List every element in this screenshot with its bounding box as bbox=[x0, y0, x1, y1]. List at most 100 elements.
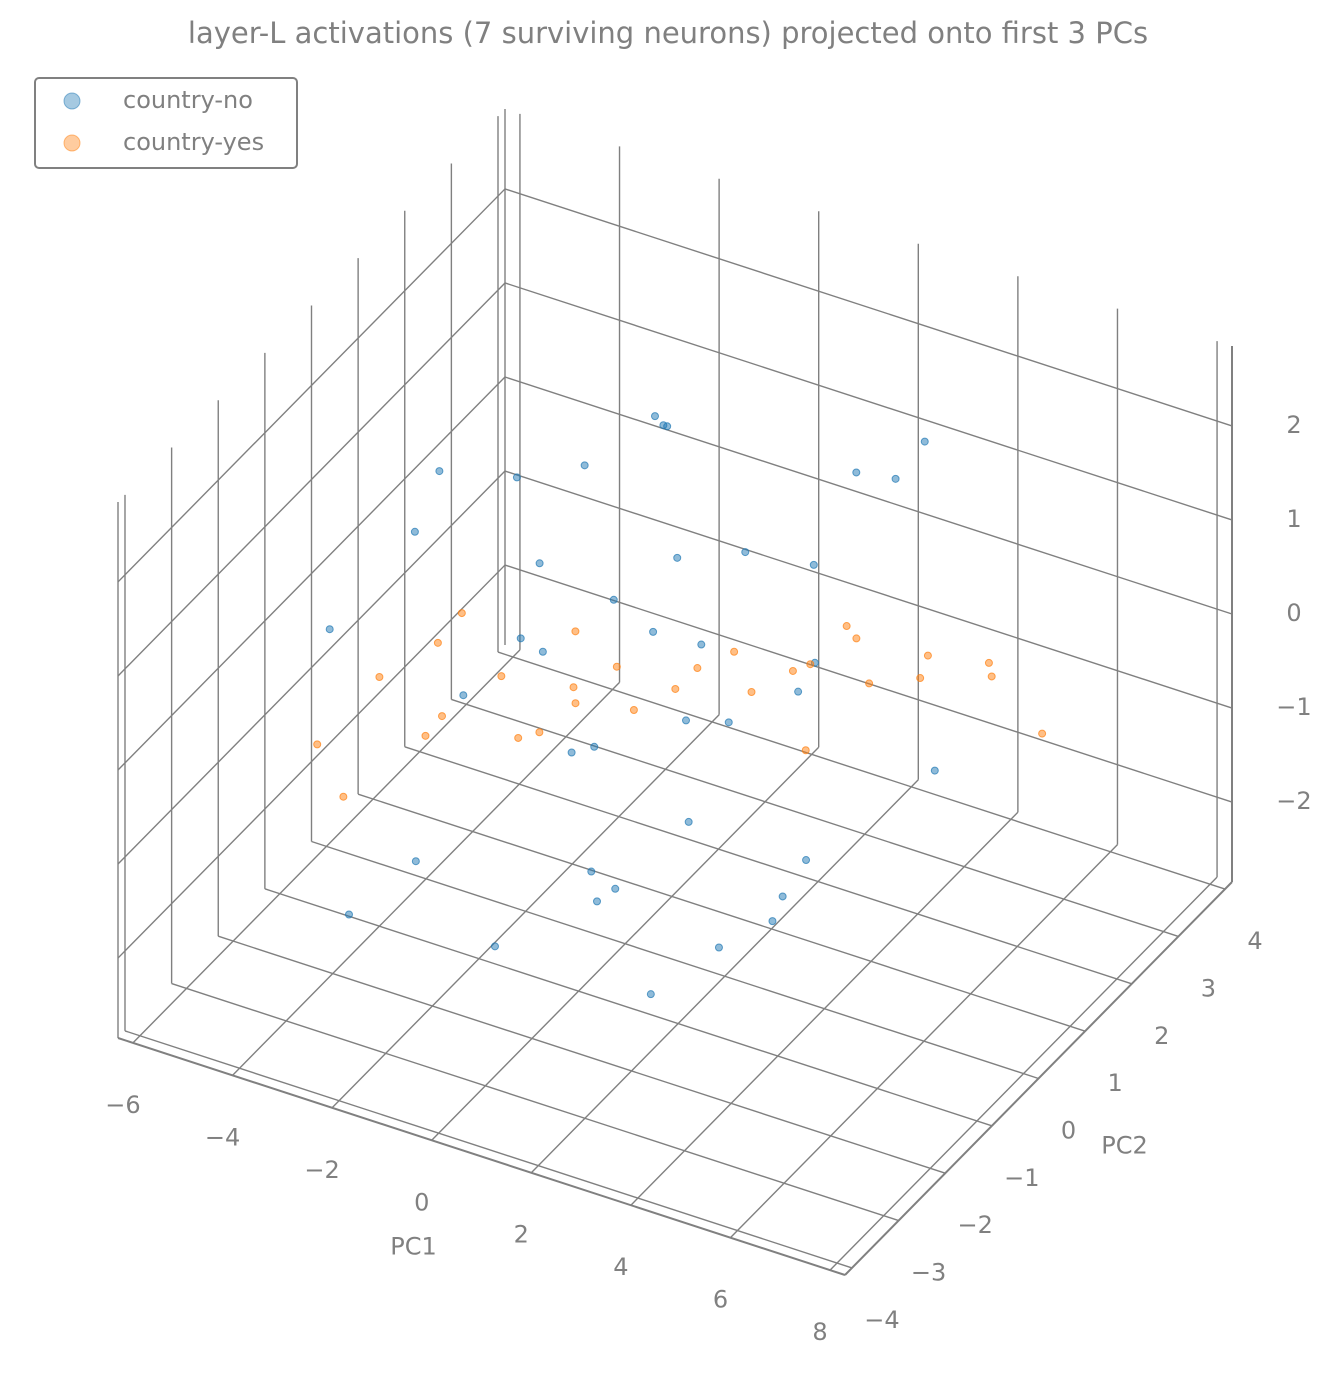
point bbox=[344, 910, 353, 919]
point bbox=[768, 917, 777, 926]
wall-grid-z bbox=[117, 376, 506, 771]
x-tick-label: 6 bbox=[713, 1286, 728, 1314]
wall-grid-z bbox=[504, 470, 1233, 709]
point bbox=[514, 733, 523, 742]
point bbox=[663, 422, 672, 431]
point bbox=[629, 706, 638, 715]
legend-label: country-no bbox=[123, 86, 253, 114]
legend-label: country-yes bbox=[123, 128, 264, 156]
point bbox=[673, 553, 682, 562]
x-tick-label: 2 bbox=[514, 1221, 529, 1249]
point bbox=[375, 672, 384, 681]
x-tick-label: 4 bbox=[613, 1253, 628, 1281]
point bbox=[516, 634, 525, 643]
wall-grid-z bbox=[504, 282, 1233, 521]
point bbox=[671, 684, 680, 693]
point bbox=[649, 627, 658, 636]
point bbox=[987, 672, 996, 681]
point bbox=[411, 857, 420, 866]
point bbox=[421, 731, 430, 740]
point bbox=[806, 660, 815, 669]
y-tick-label: −1 bbox=[1004, 1164, 1039, 1192]
legend-marker bbox=[63, 92, 81, 110]
point bbox=[697, 640, 706, 649]
wall-grid-z bbox=[117, 188, 506, 583]
chart-title: layer-L activations (7 surviving neurons… bbox=[188, 16, 1148, 50]
point bbox=[593, 897, 602, 906]
point bbox=[741, 548, 750, 557]
point bbox=[325, 625, 334, 634]
point bbox=[571, 699, 580, 708]
floor-grid-y bbox=[264, 888, 993, 1127]
floor-grid-y bbox=[497, 651, 1226, 890]
point bbox=[788, 666, 797, 675]
x-axis-label: PC1 bbox=[390, 1233, 437, 1261]
point bbox=[497, 672, 506, 681]
point bbox=[587, 867, 596, 876]
point bbox=[852, 468, 861, 477]
point bbox=[538, 647, 547, 656]
y-tick-label: 4 bbox=[1247, 927, 1262, 955]
point bbox=[681, 716, 690, 725]
point bbox=[339, 792, 348, 801]
point bbox=[930, 766, 939, 775]
point bbox=[567, 748, 576, 757]
point bbox=[724, 718, 733, 727]
floor-grid-y bbox=[311, 840, 1039, 1080]
point bbox=[891, 474, 900, 483]
point bbox=[730, 647, 739, 656]
point bbox=[747, 688, 756, 697]
x-tick-label: −6 bbox=[105, 1091, 140, 1119]
point bbox=[433, 638, 442, 647]
z-tick-label: 1 bbox=[1286, 505, 1301, 533]
point bbox=[916, 674, 925, 683]
point bbox=[650, 412, 659, 421]
point bbox=[435, 467, 444, 476]
wall-grid-z bbox=[117, 470, 506, 865]
x-tick-label: −2 bbox=[304, 1156, 339, 1184]
z-tick-label: −1 bbox=[1276, 693, 1311, 721]
floor-grid-y bbox=[124, 1030, 853, 1269]
point bbox=[684, 817, 693, 826]
x-axis bbox=[117, 1037, 846, 1276]
x-tick-label: 8 bbox=[812, 1318, 827, 1346]
point bbox=[693, 664, 702, 673]
z-tick-label: 0 bbox=[1286, 599, 1301, 627]
z-tick-label: 2 bbox=[1286, 411, 1301, 439]
y-tick-label: 2 bbox=[1154, 1022, 1169, 1050]
point bbox=[842, 622, 851, 631]
floor-grid-y bbox=[404, 746, 1132, 985]
point bbox=[571, 627, 580, 636]
legend-box bbox=[34, 77, 298, 169]
point bbox=[794, 687, 803, 696]
point bbox=[459, 691, 468, 700]
y-tick-label: 0 bbox=[1061, 1117, 1076, 1145]
point bbox=[778, 892, 787, 901]
y-tick-label: −2 bbox=[958, 1211, 993, 1239]
x-tick-label: 0 bbox=[414, 1188, 429, 1216]
wall-grid-z bbox=[504, 376, 1233, 615]
y-tick-label: 1 bbox=[1107, 1069, 1122, 1097]
legend: country-no country-yes bbox=[34, 77, 298, 169]
point bbox=[1038, 729, 1047, 738]
point bbox=[438, 712, 447, 721]
point bbox=[313, 740, 322, 749]
point bbox=[809, 560, 818, 569]
point bbox=[569, 683, 578, 692]
floor-grid-y bbox=[218, 935, 946, 1174]
point bbox=[646, 990, 655, 999]
point bbox=[490, 942, 499, 951]
point bbox=[457, 609, 466, 618]
wall-grid-z bbox=[117, 282, 506, 677]
y-tick-label: −3 bbox=[911, 1259, 946, 1287]
point bbox=[801, 746, 810, 755]
floor-grid-y bbox=[357, 793, 1086, 1032]
point bbox=[590, 742, 599, 751]
point bbox=[535, 728, 544, 737]
x-tick-label: −4 bbox=[205, 1123, 240, 1151]
point bbox=[580, 461, 589, 470]
y-tick-label: −4 bbox=[864, 1306, 899, 1334]
y-axis-label: PC2 bbox=[1101, 1132, 1148, 1160]
